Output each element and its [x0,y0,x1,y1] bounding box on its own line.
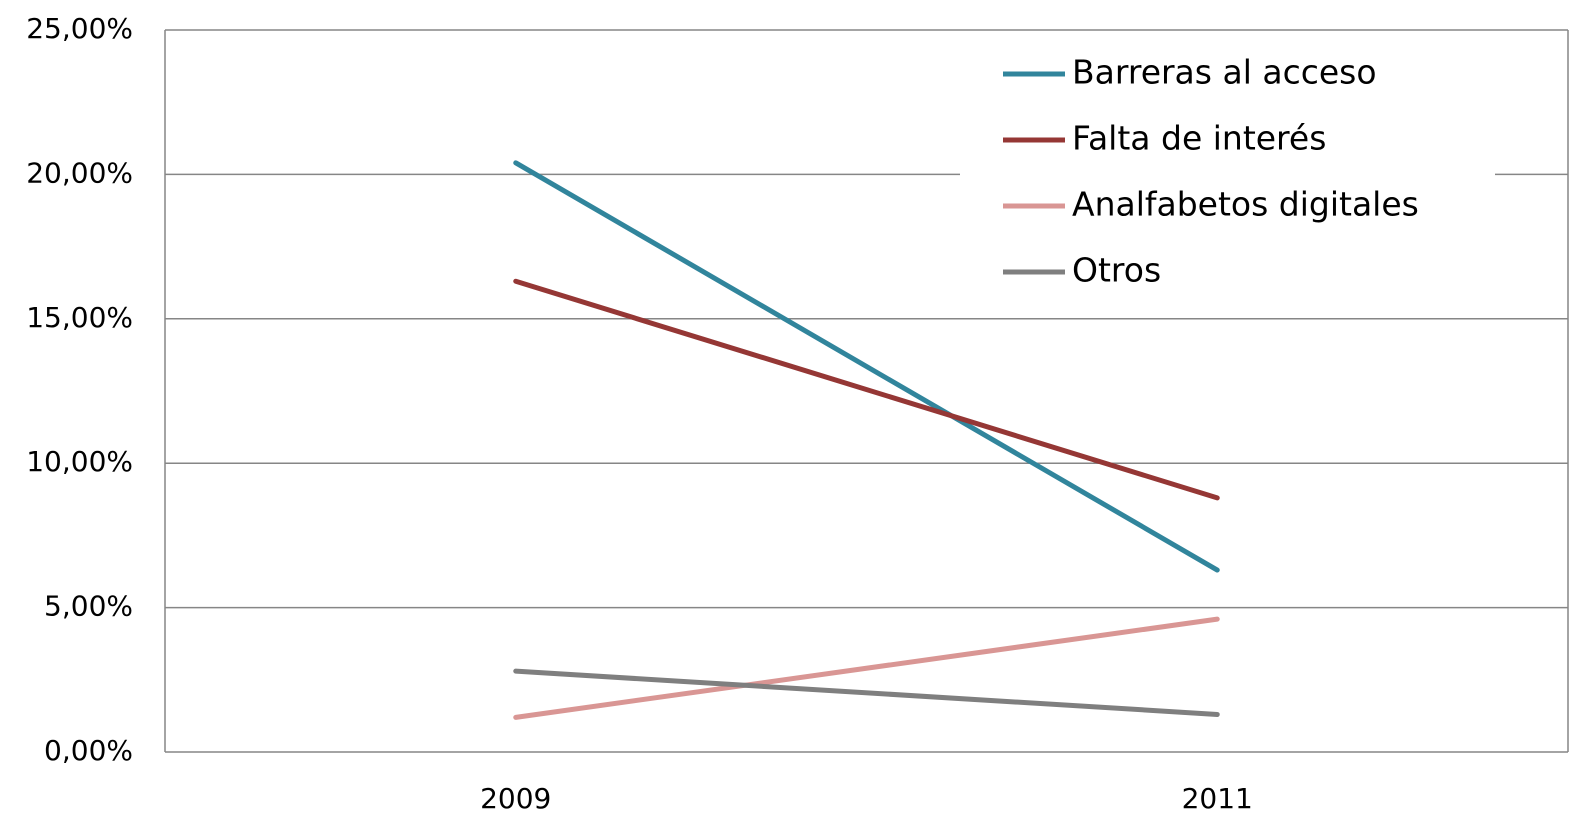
legend-label: Falta de interés [1072,119,1326,158]
y-tick-label: 20,00% [26,156,133,189]
x-tick-label: 2009 [480,782,551,815]
legend: Barreras al acceso Falta de interés Analfa… [960,45,1495,311]
y-tick-label: 10,00% [26,445,133,478]
series-line [513,616,1220,720]
y-tick-label: 5,00% [44,590,133,623]
legend-box [960,45,1495,311]
y-tick-label: 15,00% [26,301,133,334]
legend-label: Barreras al acceso [1072,53,1377,92]
legend-label: Otros [1072,251,1161,290]
y-tick-label: 25,00% [26,12,133,45]
x-tick-label: 2011 [1182,782,1253,815]
series-line [513,278,1220,501]
legend-label: Analfabetos digitales [1072,185,1419,224]
y-tick-label: 0,00% [44,734,133,767]
series-line [513,668,1220,717]
series-line [513,160,1220,573]
